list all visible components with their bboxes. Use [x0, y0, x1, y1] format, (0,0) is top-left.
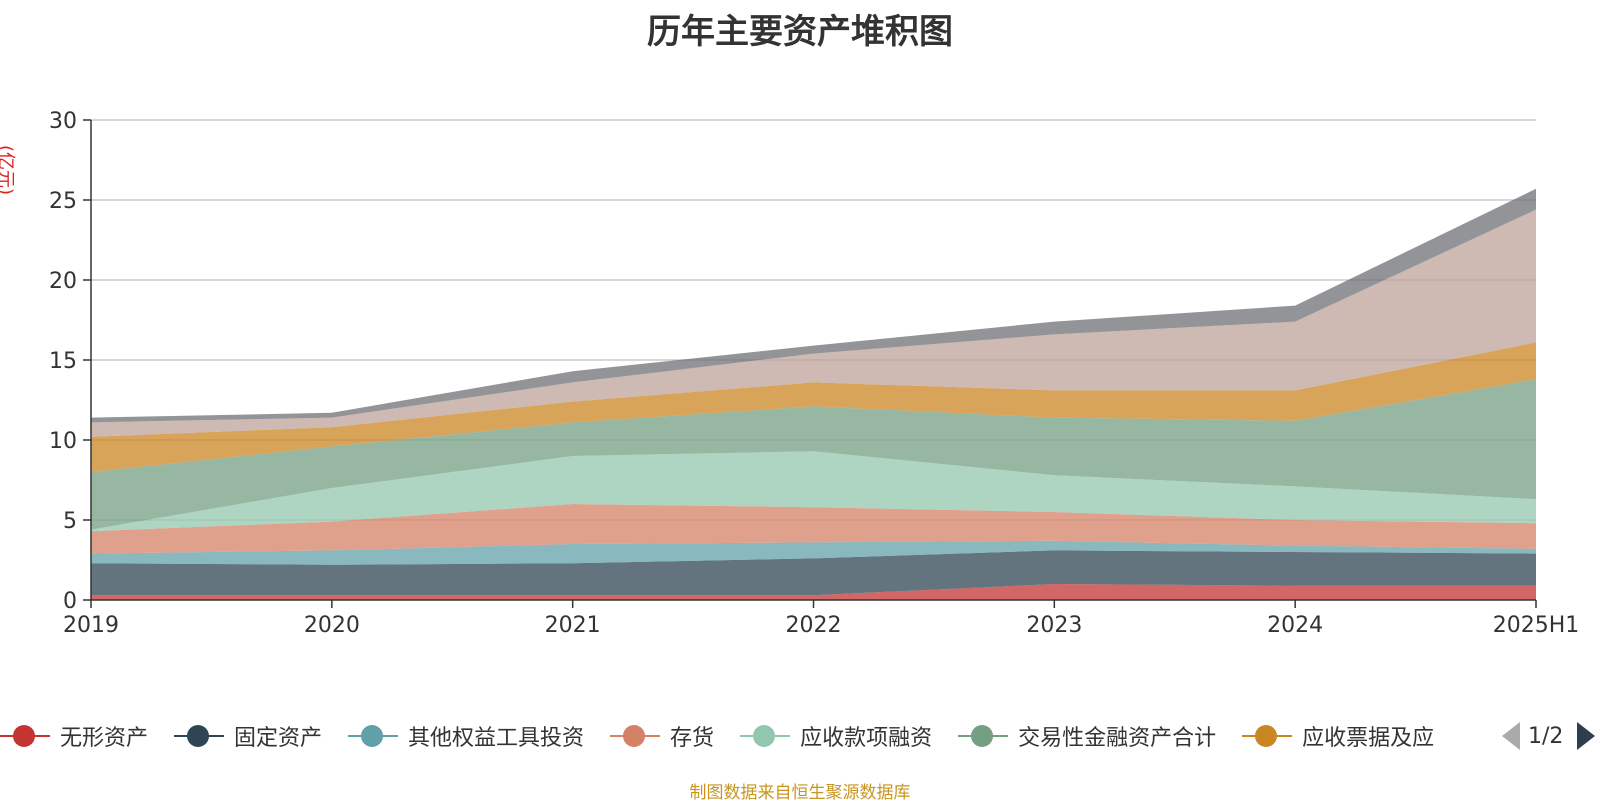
legend-marker-icon	[1242, 724, 1293, 748]
legend-item[interactable]: 固定资产	[174, 720, 322, 752]
area-series-7	[91, 342, 1536, 472]
legend-item[interactable]: 应收票据及应	[1242, 720, 1434, 752]
legend-item[interactable]: 无形资产	[0, 720, 148, 752]
y-tick-label: 5	[63, 509, 77, 534]
legend-label: 应收款项融资	[800, 726, 933, 751]
legend-item[interactable]: 存货	[610, 720, 714, 752]
area-series-1	[91, 584, 1536, 600]
y-axis-unit-label: (亿元)	[0, 145, 16, 196]
area-series-6	[91, 379, 1536, 530]
area-series-8	[91, 209, 1536, 437]
source-note: 制图数据来自恒生聚源数据库	[689, 783, 911, 803]
legend-label: 固定资产	[234, 726, 323, 751]
legend-item[interactable]: 其他权益工具投资	[348, 720, 584, 752]
legend-label: 应收票据及应	[1302, 726, 1435, 751]
legend-marker-icon	[610, 724, 661, 748]
area-series-3	[91, 540, 1536, 565]
legend-marker-icon	[174, 724, 225, 748]
chart-title: 历年主要资产堆积图	[647, 12, 953, 52]
y-tick-label: 15	[49, 349, 77, 374]
y-tick-label: 25	[49, 189, 77, 214]
x-tick-label: 2023	[1026, 613, 1082, 638]
legend-page-indicator: 1/2	[1528, 723, 1564, 749]
legend-marker-icon	[0, 724, 50, 748]
area-series-layer	[91, 188, 1536, 600]
area-series-4	[91, 504, 1536, 554]
legend-pager: 1/2	[1502, 716, 1596, 756]
x-tick-label: 2022	[786, 613, 842, 638]
legend-prev-arrow-icon[interactable]	[1502, 722, 1520, 750]
axes: 0 5 10 15 20 25 30 2019 2020 2021 2022 2023 2024 2025…	[49, 109, 1579, 638]
legend-label: 存货	[670, 726, 715, 751]
legend-marker-icon	[348, 724, 399, 748]
x-tick-label: 2019	[63, 613, 119, 638]
legend-label: 无形资产	[60, 726, 149, 751]
y-tick-label: 30	[49, 109, 77, 134]
y-tick-label: 0	[63, 589, 77, 614]
legend-marker-icon	[958, 724, 1009, 748]
x-tick-label: 2024	[1267, 613, 1323, 638]
x-tick-label: 2025H1	[1493, 613, 1580, 638]
x-tick-label: 2020	[304, 613, 360, 638]
legend-label: 其他权益工具投资	[408, 726, 585, 751]
x-tick-label: 2021	[545, 613, 601, 638]
area-series-5	[91, 451, 1536, 532]
y-tick-label: 20	[49, 269, 77, 294]
legend-next-arrow-icon[interactable]	[1577, 722, 1596, 750]
y-tick-label: 10	[49, 429, 77, 454]
legend-label: 交易性金融资产合计	[1018, 726, 1217, 751]
legend-item[interactable]: 交易性金融资产合计	[958, 720, 1216, 752]
legend: 无形资产 固定资产 其他权益工具投资 存货 应收款项融资 交易性金融资产合计 应收票据及应	[0, 716, 1600, 756]
legend-marker-icon	[740, 724, 791, 748]
area-series-2	[91, 550, 1536, 596]
legend-item[interactable]: 应收款项融资	[740, 720, 932, 752]
